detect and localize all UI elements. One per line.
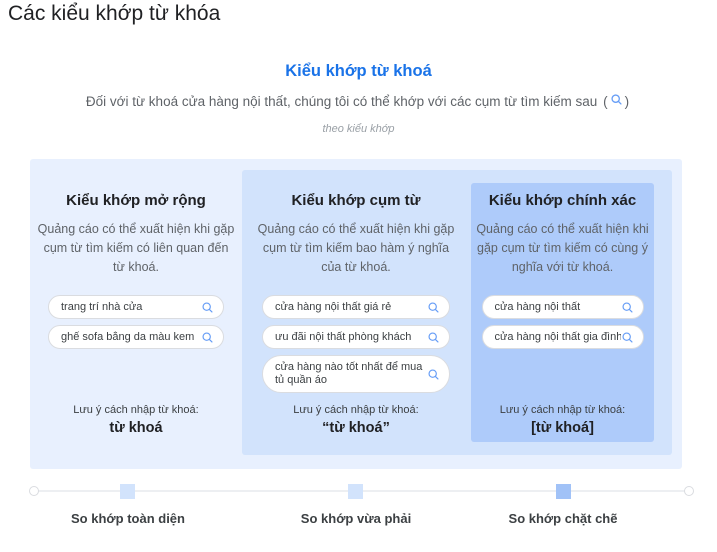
spectrum-label-comprehensive: So khớp toàn diện <box>71 511 185 526</box>
search-icon <box>201 301 214 314</box>
spectrum-track <box>38 490 688 492</box>
spectrum-label-moderate: So khớp vừa phải <box>300 511 412 526</box>
page-title: Các kiểu khớp từ khóa <box>8 2 221 25</box>
phrase-match-column: Kiểu khớp cụm từ Quảng cáo có thể xuất h… <box>252 192 460 444</box>
search-term-text: ưu đãi nội thất phòng khách <box>275 331 412 343</box>
search-icon <box>621 301 634 314</box>
phrase-match-description: Quảng cáo có thể xuất hiện khi gặp cụm t… <box>257 222 455 274</box>
keyword-format: từ khoá <box>109 420 163 436</box>
search-term-pill: trang trí nhà cửa <box>48 295 224 319</box>
search-term-text: cửa hàng nội thất <box>494 301 581 313</box>
phrase-match-title: Kiểu khớp cụm từ <box>291 192 421 209</box>
search-term-text: cửa hàng nào tốt nhất để mua tủ quần áo <box>275 361 423 386</box>
spectrum-endpoint-left-icon <box>29 486 39 496</box>
keyword-entry-note: Lưu ý cách nhập từ khoá: <box>73 404 199 416</box>
search-term-pill: ghế sofa bằng da màu kem <box>48 325 224 349</box>
broad-match-description: Quảng cáo có thể xuất hiện khi gặp cụm t… <box>37 222 235 274</box>
paren-close: ) <box>624 94 630 109</box>
search-term-pill: cửa hàng nội thất giá rẻ <box>262 295 450 319</box>
search-term-text: trang trí nhà cửa <box>61 301 143 313</box>
search-icon <box>427 331 440 344</box>
search-icon <box>427 301 440 314</box>
search-term-pill: cửa hàng nội thất gia đình <box>481 325 644 349</box>
diagram-subtitle-text: Đối với từ khoá cửa hàng nội thất, chúng… <box>85 94 598 109</box>
search-term-pill: cửa hàng nội thất <box>481 295 644 319</box>
diagram-subtitle: Đối với từ khoá cửa hàng nội thất, chúng… <box>0 93 717 109</box>
search-icon <box>201 331 214 344</box>
phrase-match-examples: cửa hàng nội thất giá rẻ ưu đãi nội thất… <box>252 295 460 393</box>
search-term-text: cửa hàng nội thất giá rẻ <box>275 301 392 313</box>
exact-match-examples: cửa hàng nội thất cửa hàng nội thất gia … <box>473 295 652 349</box>
diagram-subnote: theo kiểu khớp <box>322 123 395 135</box>
search-term-pill: cửa hàng nào tốt nhất để mua tủ quần áo <box>262 355 450 393</box>
spectrum-marker-exact <box>556 484 571 499</box>
exact-match-description: Quảng cáo có thể xuất hiện khi gặp cụm t… <box>476 222 649 274</box>
search-term-pill: ưu đãi nội thất phòng khách <box>262 325 450 349</box>
paren-open: ( <box>603 94 608 109</box>
search-term-text: ghế sofa bằng da màu kem <box>61 331 195 343</box>
broad-match-examples: trang trí nhà cửa ghế sofa bằng da màu k… <box>34 295 238 349</box>
search-icon <box>427 368 440 381</box>
keyword-format: “từ khoá” <box>322 420 390 436</box>
exact-match-column: Kiểu khớp chính xác Quảng cáo có thể xuấ… <box>473 192 652 444</box>
search-icon <box>621 331 634 344</box>
exact-match-title: Kiểu khớp chính xác <box>488 192 637 209</box>
search-term-text: cửa hàng nội thất gia đình <box>494 331 621 343</box>
diagram-title: Kiểu khớp từ khoá <box>285 62 432 80</box>
broad-match-column: Kiểu khớp mở rộng Quảng cáo có thể xuất … <box>34 192 238 444</box>
search-icon <box>610 93 623 106</box>
keyword-entry-note: Lưu ý cách nhập từ khoá: <box>499 404 626 416</box>
spectrum-label-tight: So khớp chặt chẽ <box>508 511 618 526</box>
spectrum-endpoint-right-icon <box>684 486 694 496</box>
spectrum-marker-phrase <box>348 484 363 499</box>
keyword-format: [từ khoá] <box>531 420 594 436</box>
broad-match-title: Kiểu khớp mở rộng <box>66 192 206 209</box>
spectrum-marker-broad <box>120 484 135 499</box>
keyword-entry-note: Lưu ý cách nhập từ khoá: <box>293 404 419 416</box>
